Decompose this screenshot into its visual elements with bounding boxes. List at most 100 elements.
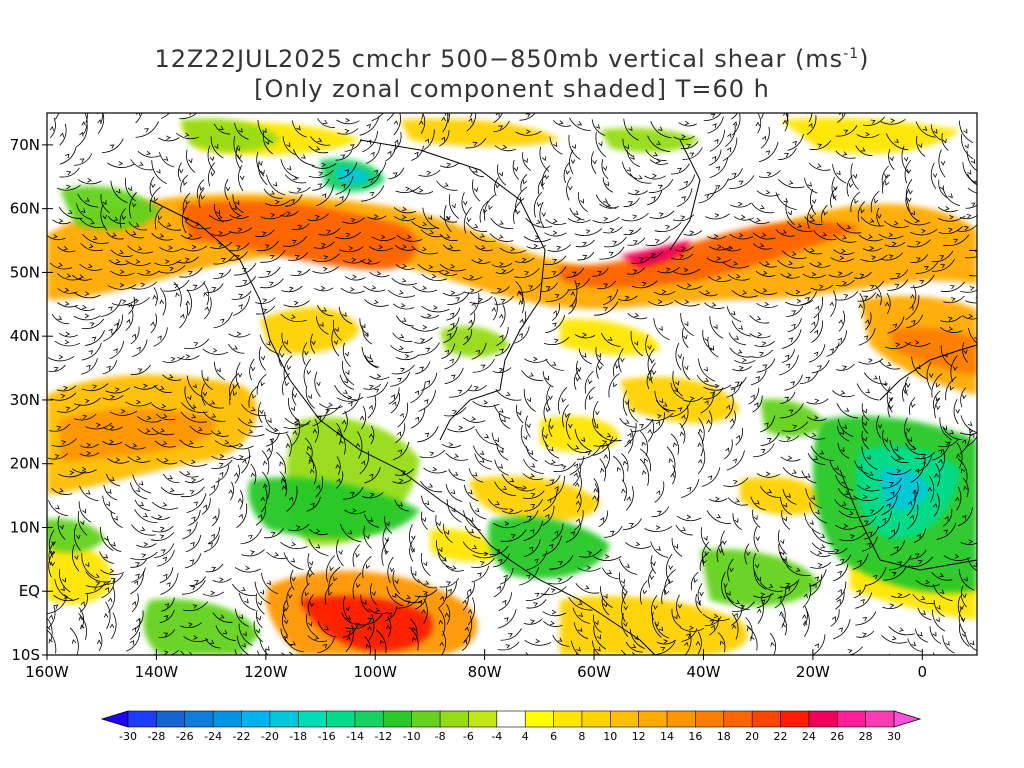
streamline-arrowhead [269,255,275,260]
streamline-arrowhead [519,318,524,324]
streamline [465,221,488,232]
streamline [198,188,205,208]
streamline-arrowhead [813,329,818,335]
streamline-arrowhead [655,140,661,145]
streamline [880,252,903,261]
streamline-arrowhead [256,616,262,621]
streamline-arrowhead [495,113,500,117]
streamline-arrowhead [603,216,609,222]
streamline-arrowhead [681,195,686,201]
streamline [593,625,607,650]
streamline [647,419,655,443]
streamline-arrowhead [865,388,871,394]
streamline [409,189,434,195]
streamline [444,581,457,599]
streamline-arrowhead [162,440,168,446]
streamline-arrowhead [597,271,602,276]
streamline [342,217,366,224]
streamline-arrowhead [131,333,136,339]
streamline [526,550,548,571]
streamline-arrowhead [759,351,764,357]
streamline-arrowhead [111,232,117,237]
streamline-arrowhead [462,599,467,605]
streamline-arrowhead [891,572,897,577]
streamline [802,273,826,279]
streamline [827,547,848,555]
streamline-arrowhead [327,591,333,596]
streamline [887,316,905,334]
streamline [837,488,857,500]
streamline-arrowhead [714,213,720,218]
streamline [870,190,880,213]
streamline-arrowhead [87,177,92,183]
streamline [935,463,941,487]
streamline [591,640,601,655]
streamline-arrowhead [355,552,360,558]
streamline [183,338,210,350]
streamline-arrowhead [714,234,719,239]
streamline [260,249,286,263]
streamline-arrowhead [105,501,110,507]
streamline [621,613,629,637]
streamline-arrowhead [883,437,889,443]
streamline [73,523,81,551]
streamline [618,558,638,575]
streamline-arrowhead [715,185,721,190]
streamline-arrowhead [509,508,514,513]
streamline [98,631,103,652]
shear-shaded-region [400,118,560,147]
streamline-arrowhead [140,282,146,288]
streamline-arrowhead [375,607,381,613]
streamline-arrowhead [218,230,223,236]
streamline [71,544,80,572]
streamline-arrowhead [132,443,138,448]
streamline-arrowhead [349,287,355,292]
streamline [107,538,122,552]
streamline [212,577,232,583]
streamline [493,553,510,568]
coastline-segment [359,139,546,391]
streamline [461,192,467,216]
streamline-arrowhead [107,597,113,603]
streamline-arrowhead [469,528,475,534]
streamline [744,543,750,565]
streamline [942,509,953,527]
streamline-arrowhead [941,659,945,663]
streamline-arrowhead [850,534,855,539]
streamline-arrowhead [613,382,618,388]
streamline [592,436,614,456]
streamline [264,411,277,432]
streamline [82,234,109,244]
streamline-arrowhead [705,290,711,295]
streamline [336,396,364,402]
streamline [753,288,778,295]
streamline [780,497,792,516]
streamline-arrowhead [238,513,243,519]
streamline [624,422,637,448]
streamline [808,344,826,363]
streamline-arrowhead [291,577,296,582]
streamline [236,503,248,529]
streamline-arrowhead [58,218,64,223]
streamline-arrowhead [647,428,652,434]
streamline-arrowhead [391,593,397,598]
streamline-arrowhead [350,217,356,223]
streamline-arrowhead [247,419,253,424]
streamline-arrowhead [933,502,938,508]
streamline-arrowhead [838,113,843,117]
streamline-arrowhead [233,391,238,396]
streamline [904,341,931,347]
streamline-arrowhead [166,222,172,227]
streamline [966,150,977,172]
streamline [654,621,670,639]
streamline-arrowhead [944,516,949,521]
streamline-arrowhead [839,255,845,261]
streamline [813,296,824,319]
streamline-arrowhead [686,514,692,520]
streamline [682,356,691,381]
streamline-arrowhead [836,598,841,604]
streamline [759,581,783,592]
streamline [58,332,78,338]
streamline-arrowhead [109,439,115,444]
streamline [804,177,818,194]
